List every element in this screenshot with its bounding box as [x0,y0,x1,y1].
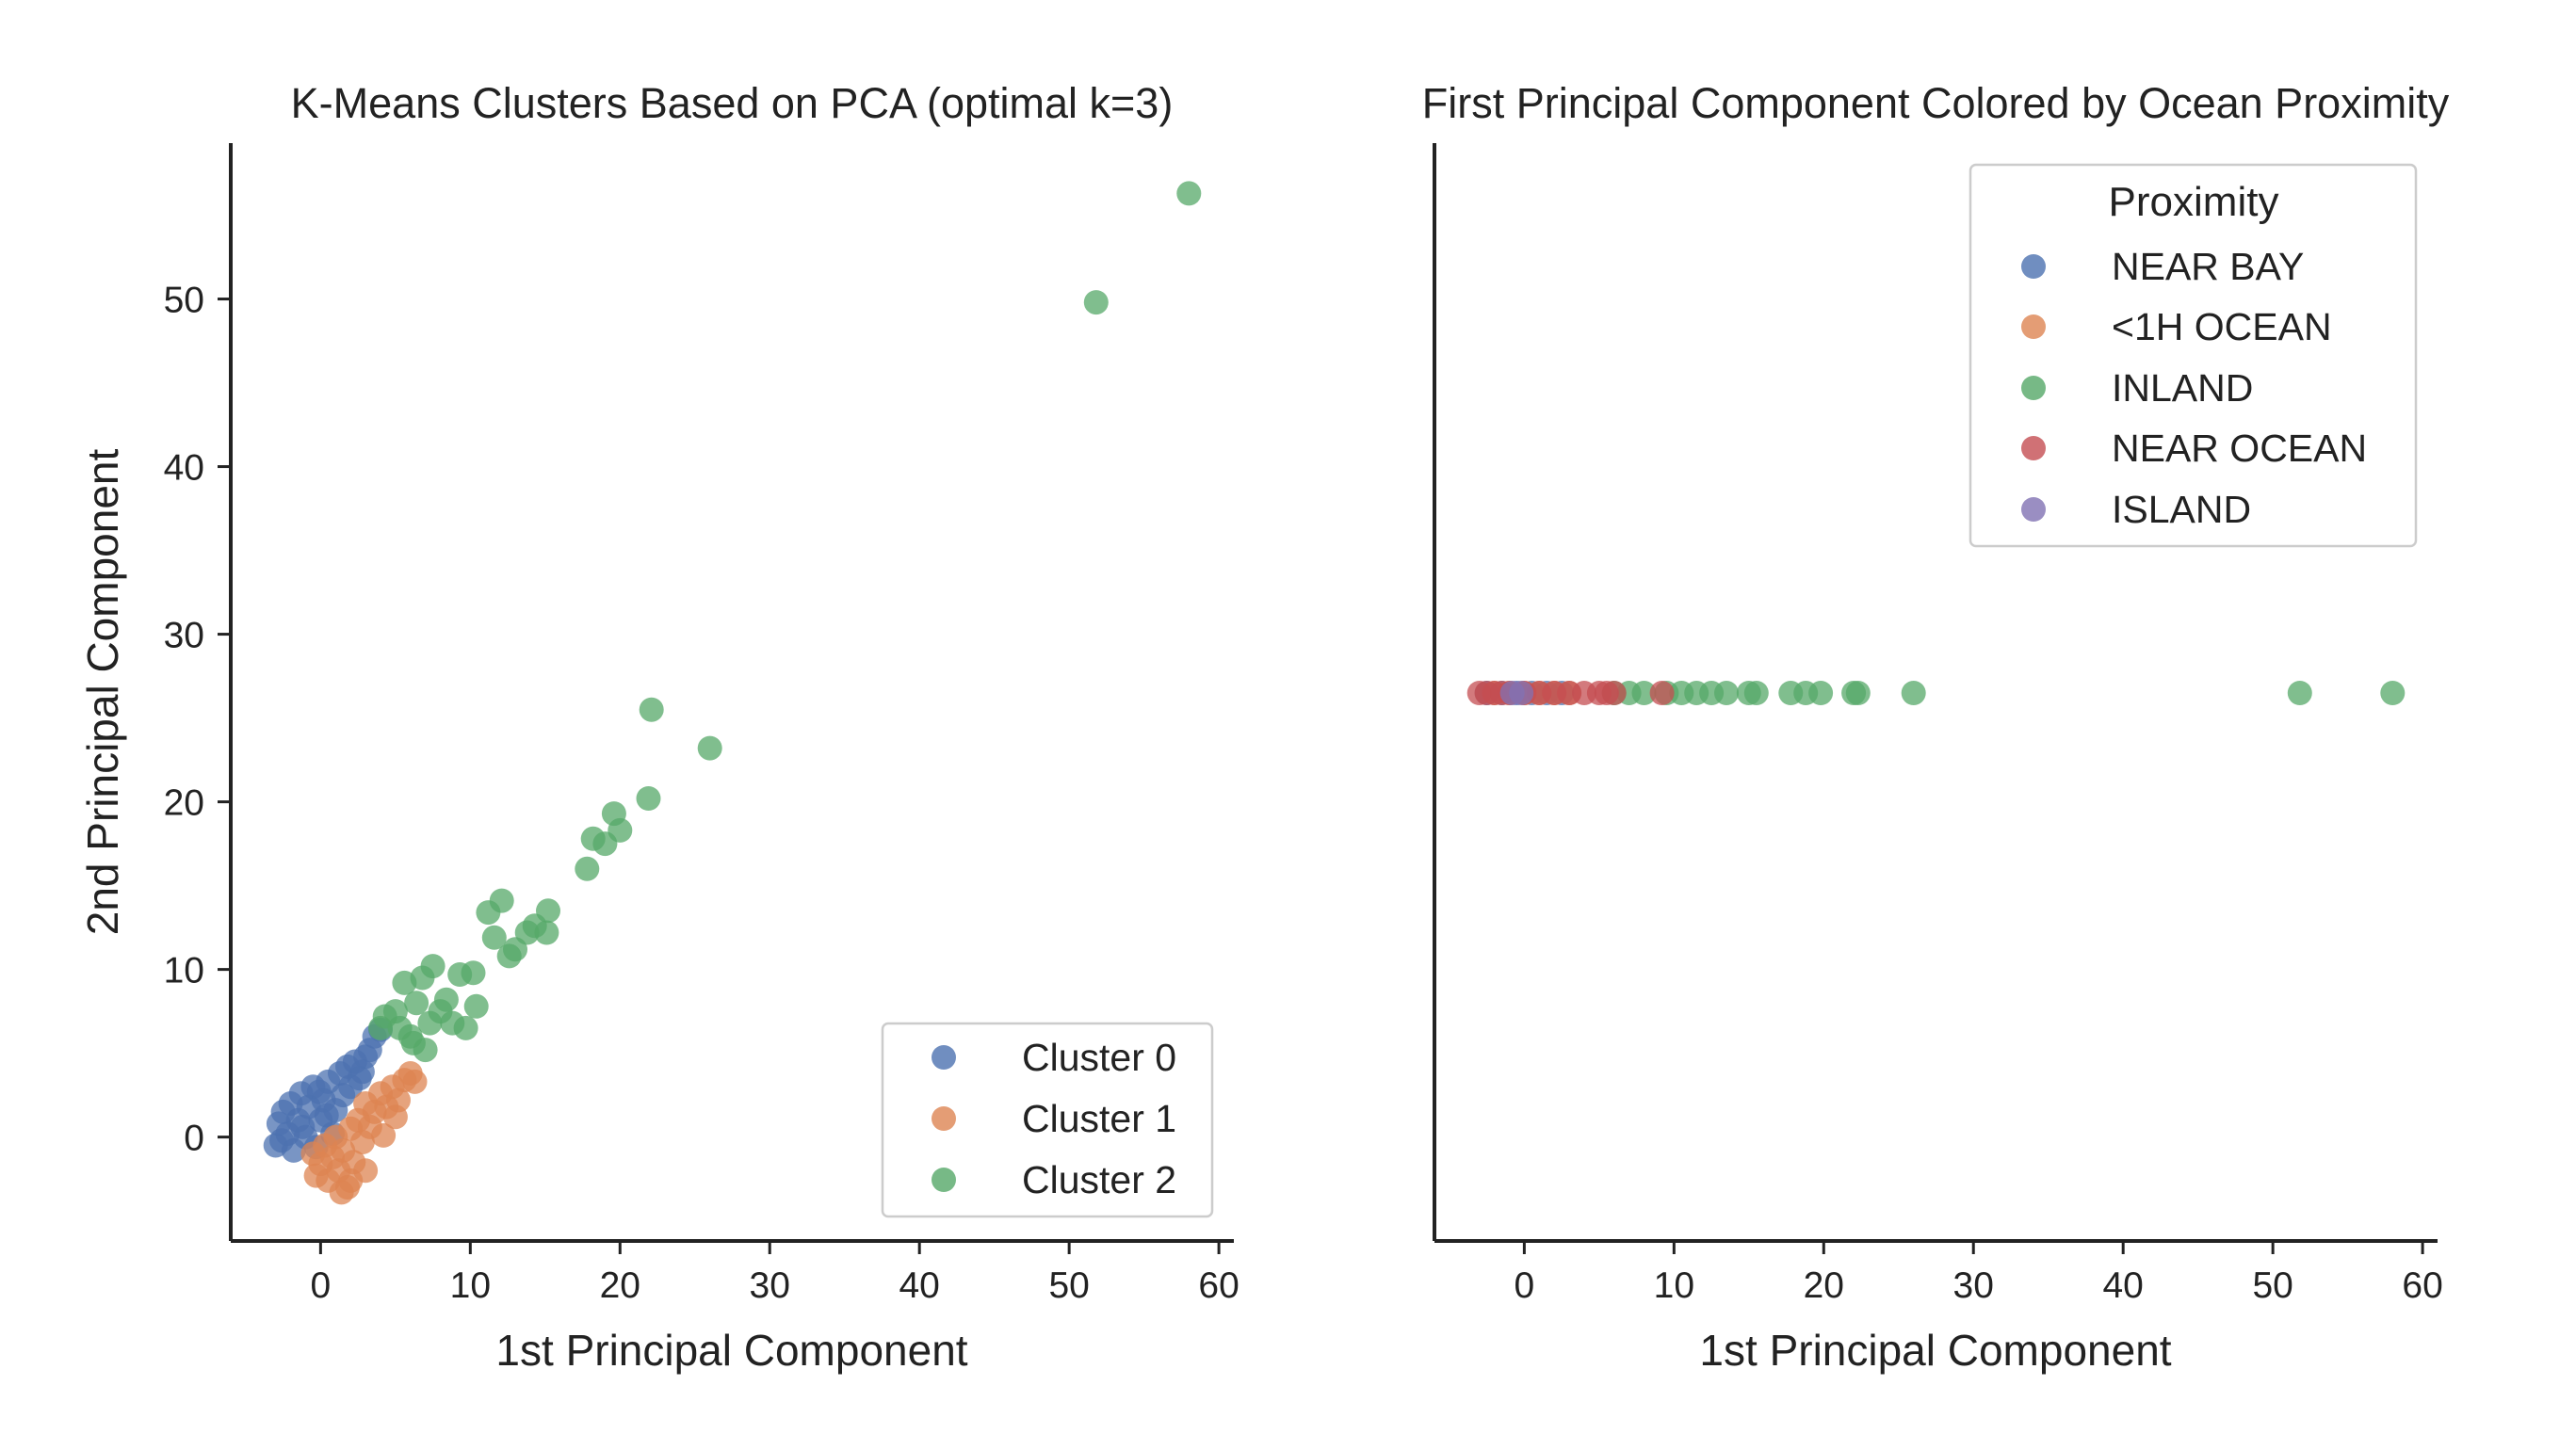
legend-marker-inland [2021,376,2046,400]
point-cluster-2 [536,898,560,924]
point-inland [1808,681,1834,705]
left-chart-title: K-Means Clusters Based on PCA (optimal k… [291,79,1174,127]
point-cluster-2 [697,735,722,761]
point-near-ocean [1649,681,1675,705]
left-legend: Cluster 0 Cluster 1 Cluster 2 [881,1022,1214,1218]
legend-marker-near-bay [2021,254,2046,279]
legend-label-cluster-2: Cluster 2 [1022,1158,1176,1201]
left-y-axis-label: 2nd Principal Component [78,449,127,936]
point-cluster-1 [382,1104,408,1130]
point-cluster-2 [463,993,489,1019]
point-cluster-2 [534,920,559,945]
point-cluster-2 [481,925,507,950]
x-tick-label: 30 [750,1265,790,1306]
legend-marker-near-ocean [2021,436,2046,460]
left-x-axis-label: 1st Principal Component [495,1326,967,1375]
legend-marker-island [2021,497,2046,522]
point-cluster-2 [636,786,661,811]
legend-label-near-bay: NEAR BAY [2112,245,2304,288]
point-cluster-2 [489,888,514,913]
y-tick-label: 50 [164,281,204,321]
right-points [1466,681,2406,705]
x-tick-label: 40 [2102,1265,2143,1306]
point-cluster-2 [433,987,459,1012]
x-tick-label: 0 [1515,1265,1535,1306]
right-legend-box [1968,163,2418,548]
point-cluster-2 [453,1015,478,1040]
legend-marker-cluster-0 [932,1045,956,1070]
point-cluster-2 [461,960,486,986]
x-tick-label: 20 [1804,1265,1844,1306]
x-tick-label: 30 [1953,1265,1994,1306]
left-x-ticks: 0 10 20 30 40 50 60 [311,1241,1239,1306]
legend-marker-cluster-2 [932,1168,956,1192]
point-cluster-0 [306,1079,332,1104]
legend-label-1h-ocean: <1H OCEAN [2112,305,2332,348]
x-tick-label: 10 [450,1265,491,1306]
legend-label-cluster-0: Cluster 0 [1022,1036,1176,1079]
left-y-ticks: 0 10 20 30 40 50 [164,281,231,1159]
point-cluster-2 [417,1010,443,1036]
y-tick-label: 10 [164,951,204,991]
x-tick-label: 0 [311,1265,332,1306]
y-tick-label: 30 [164,616,204,656]
point-cluster-1 [329,1180,354,1205]
right-x-axis-label: 1st Principal Component [1699,1326,2171,1375]
point-inland [1845,681,1871,705]
y-tick-label: 0 [184,1119,204,1159]
point-cluster-1 [402,1069,428,1094]
point-inland [2380,681,2406,705]
point-cluster-2 [387,1015,413,1040]
x-tick-label: 60 [2402,1265,2442,1306]
point-inland [2287,681,2312,705]
point-cluster-2 [608,817,633,843]
right-legend-title: Proximity [2109,179,2279,225]
y-tick-label: 20 [164,783,204,824]
left-panel: K-Means Clusters Based on PCA (optimal k… [78,79,1239,1375]
left-legend-box [881,1022,1214,1218]
point-inland [1901,681,1926,705]
point-cluster-0 [349,1059,375,1085]
point-cluster-0 [290,1114,316,1139]
legend-label-near-ocean: NEAR OCEAN [2112,427,2367,470]
point-cluster-2 [1176,181,1202,206]
right-x-ticks: 0 10 20 30 40 50 60 [1515,1241,2443,1306]
point-inland [1631,681,1657,705]
x-tick-label: 50 [2252,1265,2292,1306]
x-tick-label: 10 [1654,1265,1694,1306]
point-cluster-2 [404,991,429,1016]
point-near-ocean [1601,681,1627,705]
point-inland [1714,681,1739,705]
point-cluster-0 [269,1128,294,1153]
legend-label-inland: INLAND [2112,366,2253,410]
point-cluster-2 [639,697,664,722]
legend-label-cluster-1: Cluster 1 [1022,1097,1176,1140]
y-tick-label: 40 [164,448,204,489]
x-tick-label: 40 [899,1265,939,1306]
left-points [263,181,1202,1205]
legend-marker-1h-ocean [2021,314,2046,339]
x-tick-label: 20 [600,1265,640,1306]
point-cluster-0 [314,1103,339,1128]
point-cluster-2 [420,954,446,979]
x-tick-label: 60 [1198,1265,1239,1306]
x-tick-label: 50 [1048,1265,1089,1306]
right-legend: Proximity NEAR BAY <1H OCEAN INLAND NEAR… [1968,163,2418,548]
point-cluster-1 [371,1122,397,1148]
legend-label-island: ISLAND [2112,488,2251,531]
point-island [1509,681,1534,705]
legend-marker-cluster-1 [932,1106,956,1131]
point-cluster-2 [1083,290,1109,315]
right-chart-title: First Principal Component Colored by Oce… [1422,79,2450,127]
point-inland [1743,681,1769,705]
point-cluster-2 [575,856,600,881]
right-panel: First Principal Component Colored by Oce… [1422,79,2450,1375]
